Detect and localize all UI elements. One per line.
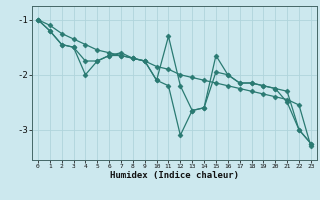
X-axis label: Humidex (Indice chaleur): Humidex (Indice chaleur): [110, 171, 239, 180]
